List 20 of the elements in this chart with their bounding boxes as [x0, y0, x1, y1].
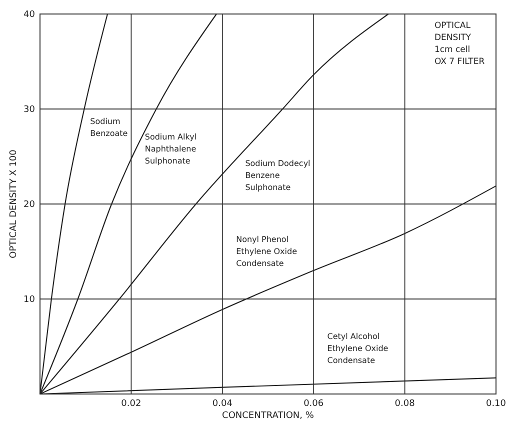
y-tick-label: 30: [24, 105, 36, 115]
y-tick-label: 10: [24, 295, 36, 305]
y-axis-title: OPTICAL DENSITY X 100: [9, 149, 19, 258]
series-label: Sodium Alkyl Naphthalene Sulphonate: [144, 132, 197, 166]
annotation: DENSITY: [434, 33, 472, 43]
text: Cetyl Alcohol Ethylene Oxide Condensate: [327, 332, 388, 365]
annotation: OX 7 FILTER: [434, 57, 485, 67]
x-tick-label: 0.06: [304, 399, 324, 409]
series-label: Sodium Dodecyl Benzene Sulphonate: [245, 159, 310, 192]
series-label: Sodium Benzoate: [90, 117, 128, 138]
y-tick-label: 20: [24, 200, 36, 210]
x-tick-label: 0.02: [121, 399, 142, 409]
annotation: OPTICAL: [434, 21, 471, 31]
x-tick-label: 0.08: [394, 399, 416, 409]
annotation: 1cm cell: [434, 45, 470, 55]
x-tick-label: 0.04: [212, 399, 233, 409]
series-label: Nonyl Phenol Ethylene Oxide Condensate: [236, 235, 298, 268]
y-tick-label: 40: [24, 10, 36, 20]
x-axis-title: CONCENTRATION, %: [222, 411, 314, 421]
x-tick-label: 0.10: [486, 399, 506, 409]
